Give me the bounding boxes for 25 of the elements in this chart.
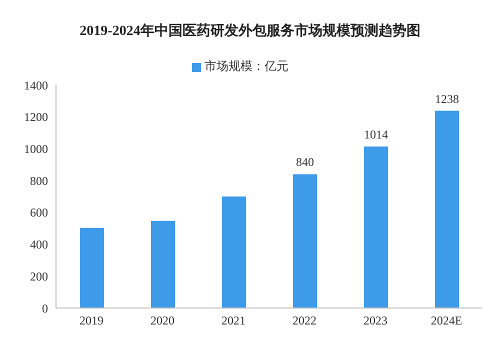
y-tick-label: 200 (30, 269, 48, 284)
bar (222, 196, 246, 308)
x-tick-label: 2020 (150, 314, 174, 328)
x-tick-label: 2023 (364, 314, 388, 328)
x-tick-label: 2024E (430, 314, 462, 328)
y-tick-label: 600 (30, 206, 48, 220)
bar (80, 228, 104, 308)
y-tick-label: 1000 (24, 142, 48, 156)
x-tick-label: 2021 (222, 314, 246, 328)
x-tick-label: 2022 (292, 314, 316, 328)
y-tick-label: 800 (30, 174, 48, 188)
y-tick-label: 1200 (24, 110, 48, 124)
bar (364, 146, 388, 308)
bar (435, 110, 459, 308)
y-tick-label: 0 (42, 301, 48, 316)
bar (151, 220, 175, 308)
legend-label: 市场规模：亿元 (204, 59, 288, 73)
x-tick-label: 2019 (80, 314, 104, 328)
data-label: 1238 (435, 92, 459, 106)
data-label: 840 (296, 155, 314, 170)
data-label: 1014 (364, 127, 388, 142)
chart-title: 2019-2024年中国医药研发外包服务市场规模预测趋势图 (78, 22, 422, 40)
y-tick-label: 400 (30, 238, 48, 252)
bar (293, 174, 317, 308)
y-tick-label: 1400 (24, 78, 48, 92)
